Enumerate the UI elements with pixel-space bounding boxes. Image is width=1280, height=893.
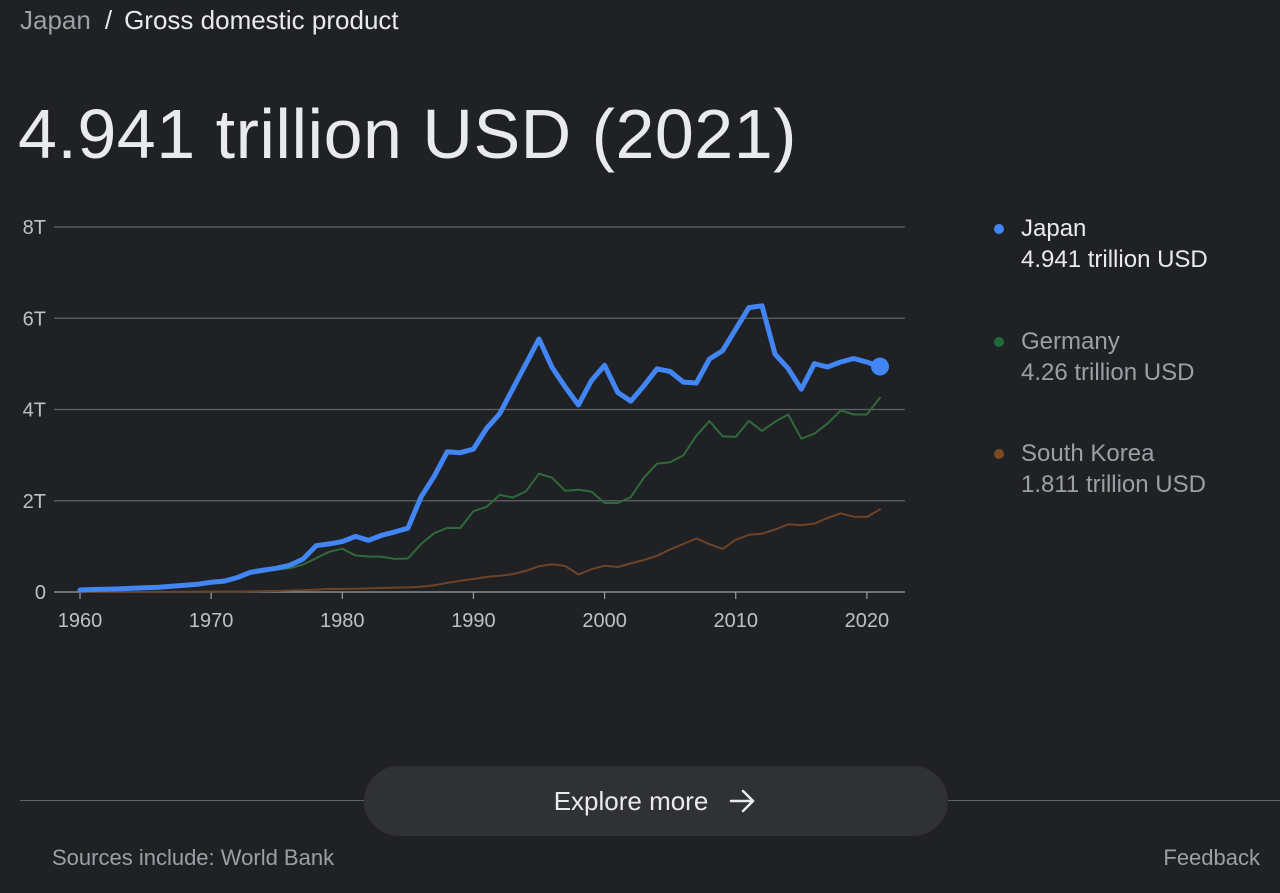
x-tick-label: 2020 xyxy=(845,610,890,632)
chart-series xyxy=(77,303,889,593)
y-tick-label: 6T xyxy=(23,308,46,330)
y-tick-label: 4T xyxy=(23,400,46,422)
chart-ticks: 0 2T 4T 6T 8T 1960 1970 1980 1990 2000 2010 2020 xyxy=(23,217,889,632)
legend-value: 4.26 trillion USD xyxy=(1021,359,1195,386)
headline-value: 4.941 trillion USD (2021) xyxy=(18,95,797,173)
legend-value: 4.941 trillion USD xyxy=(1021,246,1208,273)
sources-note: Sources include: World Bank xyxy=(52,845,335,870)
x-tick-label: 1960 xyxy=(58,610,103,632)
legend-name: South Korea xyxy=(1021,440,1155,467)
x-tick-label: 1970 xyxy=(189,610,234,632)
legend-dot-icon xyxy=(994,224,1004,234)
legend-dot-icon xyxy=(994,449,1004,459)
legend-dot-icon xyxy=(994,337,1004,347)
y-tick-label: 2T xyxy=(23,491,46,513)
series-endpoint-marker xyxy=(871,357,889,376)
legend-value: 1.811 trillion USD xyxy=(1021,471,1206,498)
x-tick-label: 2000 xyxy=(582,610,627,632)
y-tick-label: 8T xyxy=(23,217,46,239)
breadcrumb-separator: / xyxy=(104,5,113,35)
chart-grid xyxy=(54,226,905,599)
x-tick-label: 1980 xyxy=(320,610,365,632)
x-tick-label: 2010 xyxy=(713,610,758,632)
feedback-link[interactable]: Feedback xyxy=(1163,845,1260,870)
breadcrumb-parent-link[interactable]: Japan xyxy=(20,5,91,35)
breadcrumb: Japan / Gross domestic product xyxy=(20,2,399,38)
gdp-line-chart[interactable]: 0 2T 4T 6T 8T 1960 1970 1980 1990 2000 2010 2020 xyxy=(0,200,930,650)
x-tick-label: 1990 xyxy=(451,610,496,632)
explore-more-label: Explore more xyxy=(553,785,709,816)
breadcrumb-current: Gross domestic product xyxy=(124,5,399,35)
divider xyxy=(20,800,365,801)
explore-more-button[interactable]: Explore more xyxy=(364,766,948,836)
legend-name: Germany xyxy=(1021,328,1120,355)
series-line-south-korea xyxy=(79,508,881,593)
series-line-japan xyxy=(77,303,883,593)
divider xyxy=(948,800,1280,801)
arrow-right-icon xyxy=(730,789,755,813)
legend-name: Japan xyxy=(1021,215,1087,242)
series-line-germany xyxy=(210,396,881,584)
y-tick-label: 0 xyxy=(35,582,46,604)
